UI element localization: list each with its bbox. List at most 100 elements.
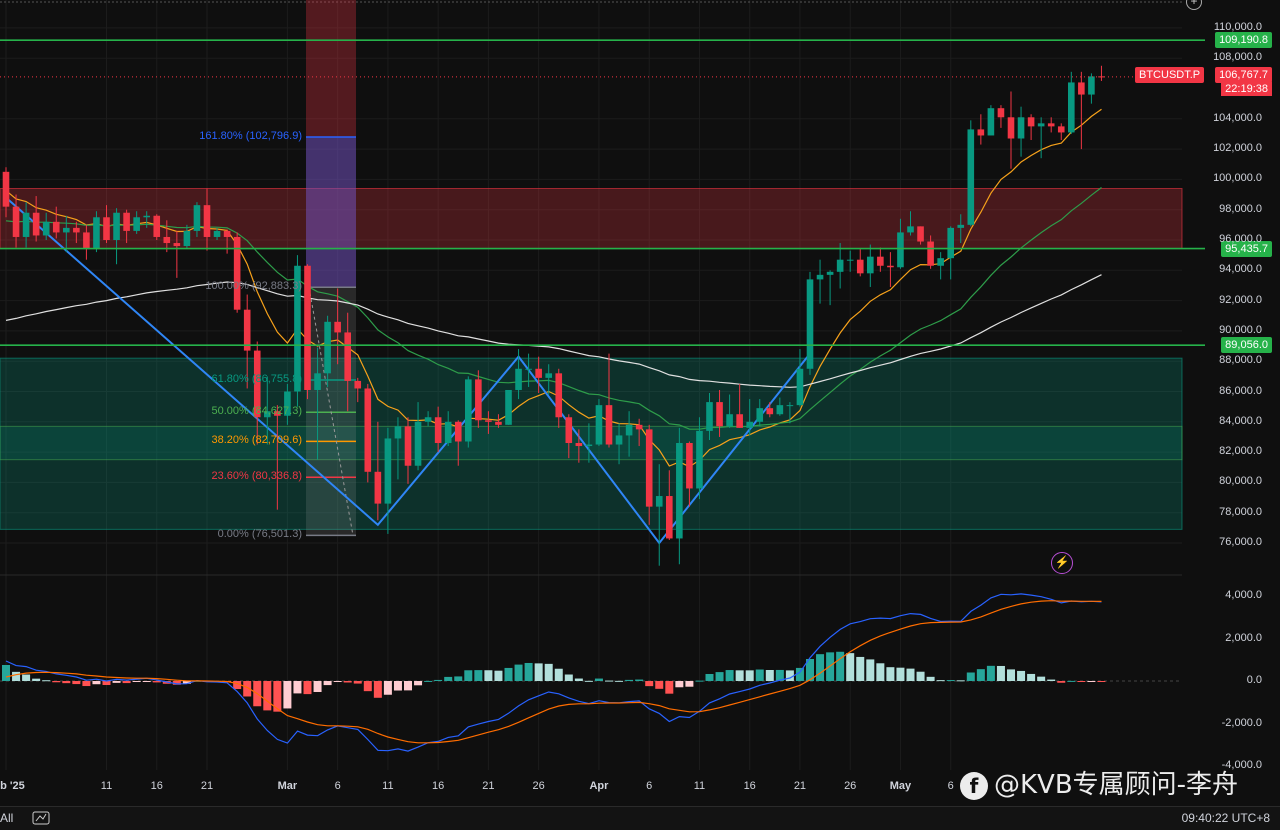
- candle-body: [1007, 117, 1015, 139]
- level-badge: 109,190.8: [1215, 32, 1272, 49]
- candle-body: [716, 402, 723, 427]
- macd-histogram-bar: [243, 681, 252, 697]
- time-axis-label: Mar: [277, 780, 298, 792]
- candle: [686, 441, 693, 507]
- time-axis-label: 11: [100, 780, 113, 792]
- candle-body: [887, 265, 894, 268]
- candle-body: [997, 108, 1005, 118]
- candle-body: [103, 217, 110, 240]
- candle: [444, 411, 452, 447]
- macd-histogram-bar: [665, 681, 674, 694]
- candle: [1027, 114, 1035, 141]
- candle: [384, 427, 392, 534]
- price-axis-label: 96,000.0: [1219, 233, 1262, 245]
- macd-histogram-bar: [554, 668, 563, 681]
- macd-histogram-bar: [544, 663, 553, 681]
- watermark: f @KVB专属顾问-李舟: [960, 764, 1238, 801]
- candle-body: [987, 108, 995, 136]
- range-all-button[interactable]: All: [0, 811, 14, 825]
- candle: [394, 417, 402, 480]
- macd-histogram-bar: [464, 670, 473, 681]
- zone-demand: [0, 357, 1183, 530]
- price-axis-label: 82,000.0: [1219, 445, 1262, 458]
- candle-body: [73, 227, 80, 233]
- candle: [22, 202, 30, 248]
- candle-body: [264, 411, 271, 418]
- candle-body: [917, 226, 924, 242]
- time-axis-label: 21: [482, 780, 495, 792]
- macd-histogram-bar: [1097, 681, 1106, 682]
- candle: [32, 196, 40, 242]
- candle-body: [826, 271, 834, 275]
- candle: [696, 417, 703, 500]
- macd-histogram-bar: [996, 665, 1005, 681]
- candle-body: [977, 129, 985, 136]
- macd-histogram-bar: [675, 681, 684, 688]
- macd-histogram-bar: [886, 667, 895, 681]
- macd-histogram-bar: [836, 651, 845, 681]
- candle-body: [475, 379, 482, 421]
- macd-histogram-bar: [1017, 670, 1026, 681]
- candle-body: [113, 212, 120, 240]
- candle: [937, 252, 944, 280]
- macd-histogram-bar: [876, 663, 885, 681]
- candle-body: [736, 414, 743, 428]
- candle: [163, 220, 171, 253]
- macd-histogram-bar: [755, 669, 764, 681]
- candle: [997, 105, 1005, 128]
- candle: [153, 214, 161, 240]
- time-axis-label: Feb '25: [0, 780, 25, 792]
- candle: [183, 224, 191, 250]
- candle-body: [525, 368, 532, 370]
- macd-histogram-bar: [454, 676, 463, 681]
- candle: [957, 214, 965, 244]
- macd-histogram-bar: [856, 656, 865, 681]
- macd-histogram-bar: [1087, 681, 1096, 682]
- macd-histogram-bar: [182, 681, 191, 684]
- candle: [796, 349, 804, 407]
- candle: [424, 411, 432, 427]
- candle-body: [354, 380, 362, 389]
- macd-histogram-bar: [62, 681, 71, 684]
- candle-body: [274, 411, 281, 416]
- macd-histogram-bar: [1067, 680, 1076, 682]
- fib-extension-box: [306, 0, 356, 288]
- time-axis-label: 26: [844, 780, 857, 792]
- candle-body: [153, 215, 161, 237]
- candle: [505, 389, 512, 425]
- level-lines-layer: [0, 39, 1205, 347]
- candle-body: [645, 429, 653, 507]
- candle: [324, 315, 331, 387]
- candle: [465, 376, 472, 448]
- time-axis-label: 11: [382, 780, 394, 792]
- candle: [354, 377, 362, 403]
- macd-histogram-bar: [584, 680, 593, 682]
- candle: [12, 194, 20, 248]
- candles-layer: [2, 65, 1105, 566]
- candle-body: [394, 426, 402, 439]
- bolt-icon[interactable]: ⚡: [1051, 552, 1073, 574]
- candle-body: [676, 443, 683, 539]
- chart-canvas[interactable]: [0, 0, 1280, 806]
- candle: [1037, 117, 1045, 159]
- candle: [947, 226, 954, 280]
- macd-histogram-bar: [775, 669, 784, 681]
- candle: [264, 376, 271, 445]
- candle: [806, 271, 814, 375]
- macd-histogram-bar: [474, 670, 483, 681]
- macd-histogram-bar: [986, 665, 995, 681]
- candle-body: [495, 421, 502, 425]
- candle-body: [1017, 117, 1025, 139]
- time-axis-label: 16: [743, 780, 756, 792]
- macd-histogram-bar: [564, 674, 573, 681]
- macd-histogram-bar: [313, 681, 322, 692]
- price-axis-label: 108,000.0: [1213, 51, 1262, 64]
- macd-histogram-bar: [695, 680, 704, 682]
- candle: [304, 264, 311, 400]
- fib-level-label: 0.00% (76,501.3): [217, 528, 302, 541]
- time-axis-label: 21: [793, 780, 807, 792]
- macd-histogram-bar: [645, 681, 654, 687]
- candle-body: [1098, 76, 1105, 78]
- compare-icon[interactable]: [32, 810, 50, 826]
- candle-body: [444, 421, 452, 444]
